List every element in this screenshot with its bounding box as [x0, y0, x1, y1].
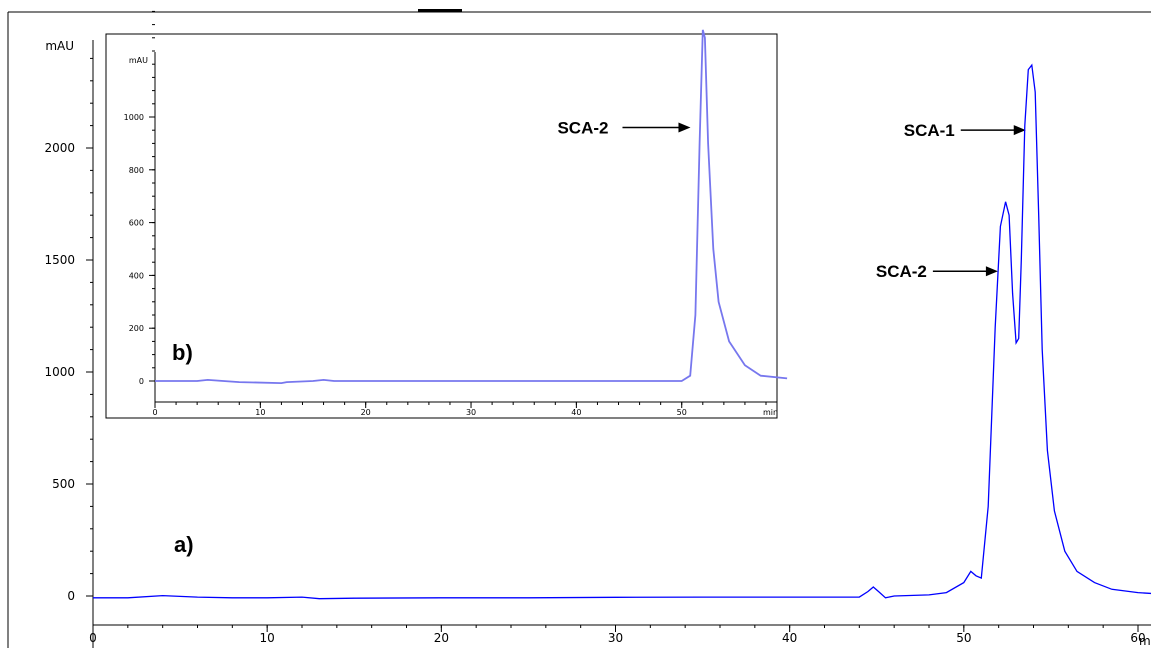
inset-background: [105, 33, 778, 419]
chart-a-y-tick-label: 500: [52, 477, 75, 491]
chart-b-y-tick-label: 0: [139, 377, 144, 386]
chart-b-x-tick-label: 10: [255, 408, 265, 417]
annotation-label: SCA-1: [904, 121, 955, 140]
chart-a-x-tick-label: 50: [956, 631, 971, 645]
chart-b-x-tick-label: 0: [152, 408, 157, 417]
chart-a-y-tick-label: 2000: [44, 141, 75, 155]
chart-a-y-axis: 0 500 1000 1500 2000: [44, 40, 94, 648]
chart-a-y-tick-label: 0: [67, 589, 75, 603]
chart-b-y-tick-label: 400: [129, 271, 144, 280]
chart-b-y-tick-label: 200: [129, 324, 144, 333]
annotation-arrow-head: [985, 266, 998, 277]
chart-b-y-tick-label: 600: [129, 219, 144, 228]
chart-a-x-tick-label: 60: [1130, 631, 1145, 645]
chart-a-x-axis: 0102030405060: [89, 624, 1151, 645]
chart-a-y-tick-label: 1000: [44, 365, 75, 379]
chart-b-y-unit: mAU: [129, 56, 148, 65]
annotation-arrow-head: [678, 122, 691, 133]
chart-a-y-tick-label: 1500: [44, 253, 75, 267]
chart-a-y-unit: mAU: [45, 39, 74, 53]
chart-a-x-unit: mi: [1139, 634, 1151, 648]
chart-b-x-tick-label: 50: [677, 408, 687, 417]
annotation-label: SCA-2: [557, 119, 608, 138]
chart-b-annotations: SCA-2: [557, 119, 691, 138]
annotation-label: SCA-2: [876, 262, 927, 281]
chart-a-x-tick-label: 30: [608, 631, 623, 645]
chart-a-series-line: [93, 63, 1151, 600]
chart-b-x-tick-label: 20: [361, 408, 371, 417]
chart-b-x-unit: min: [763, 408, 778, 417]
chart-b-x-tick-label: 40: [571, 408, 581, 417]
chart-b-x-tick-label: 30: [466, 408, 476, 417]
frame-top-mark: [418, 9, 462, 12]
chart-b-y-tick-label: 1000: [124, 113, 144, 122]
chart-b-y-tick-label: 800: [129, 166, 144, 175]
chart-a-x-tick-label: 20: [434, 631, 449, 645]
chart-a-x-tick-label: 10: [260, 631, 275, 645]
chart-a-panel-label: a): [174, 532, 194, 557]
chart-b-y-axis: 0 200 400 600 800 1000: [124, 10, 155, 386]
chart-b-series-line: [155, 29, 788, 385]
annotation-arrow-head: [1013, 125, 1026, 136]
chart-a-annotations: SCA-1 SCA-2: [876, 121, 1026, 281]
chart-b-x-axis: 0 10 20 30 40 50: [152, 402, 767, 417]
chart-b-inset: 0 10 20 30 40 50 0 200 400 600 800 1000 mAU min b)…: [105, 10, 788, 419]
chart-a-x-tick-label: 40: [782, 631, 797, 645]
chart-b-panel-label: b): [172, 340, 193, 365]
